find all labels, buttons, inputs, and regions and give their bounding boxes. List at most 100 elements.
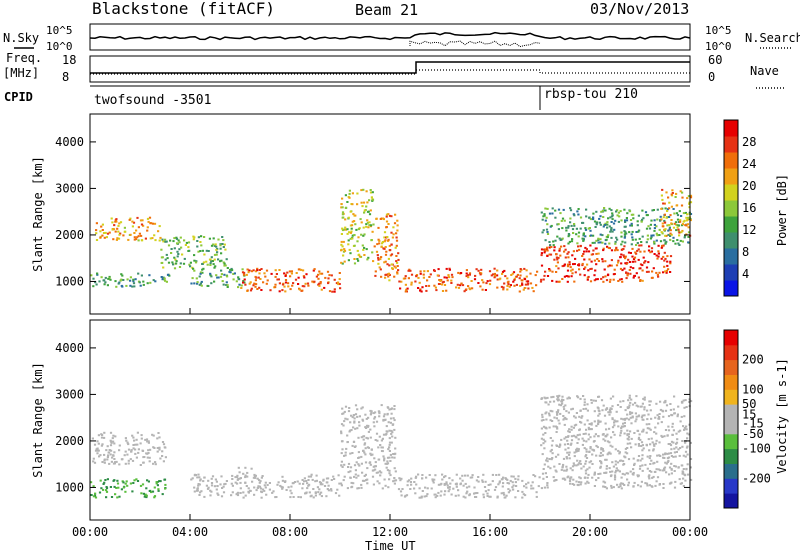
power-cell: [609, 278, 612, 281]
velocity-cell: [131, 490, 134, 493]
velocity-cell: [682, 468, 685, 470]
velocity-cell: [139, 442, 142, 445]
velocity-cell: [203, 495, 206, 498]
velocity-cell: [360, 436, 363, 439]
velocity-cell: [631, 403, 635, 406]
velocity-cell: [369, 463, 372, 466]
power-cell: [333, 278, 336, 281]
velocity-cell: [649, 409, 652, 412]
power-cell: [617, 280, 620, 282]
velocity-cell: [561, 402, 564, 405]
freq-label-line2: [MHz]: [3, 66, 39, 80]
velocity-cell: [644, 482, 647, 485]
velocity-cell: [506, 482, 509, 484]
velocity-cell: [685, 425, 688, 428]
power-cell: [395, 255, 398, 257]
velocity-cell: [562, 457, 566, 460]
velocity-cell: [336, 488, 339, 491]
power-cell: [138, 232, 141, 235]
power-cell: [568, 261, 571, 264]
power-cell: [222, 283, 225, 286]
power-cell: [283, 272, 286, 275]
velocity-cell: [498, 480, 501, 483]
power-cell: [177, 239, 180, 242]
power-cell: [450, 279, 453, 282]
power-cell: [319, 282, 322, 285]
velocity-cell: [568, 451, 571, 454]
velocity-cell: [141, 449, 144, 452]
power-cell: [687, 195, 690, 198]
power-cell: [298, 288, 301, 291]
power-cell: [658, 271, 661, 274]
velocity-cell: [443, 482, 446, 485]
velocity-cell: [491, 480, 494, 483]
velocity-colorbar-segment: [724, 404, 738, 420]
power-cell: [655, 232, 658, 235]
power-cell: [653, 219, 656, 222]
power-cell: [572, 232, 575, 234]
power-cell: [201, 249, 204, 252]
power-cell: [173, 267, 177, 270]
velocity-cell: [349, 470, 352, 473]
velocity-cell: [653, 461, 656, 464]
power-colorbar-frame: [723, 119, 739, 297]
velocity-cell: [457, 494, 460, 497]
velocity-cell: [126, 441, 129, 444]
velocity-cell: [388, 450, 391, 452]
velocity-cell: [544, 397, 547, 400]
power-cell: [317, 277, 320, 280]
velocity-cell: [507, 491, 510, 494]
velocity-cell: [337, 474, 340, 477]
power-cell: [546, 246, 549, 249]
power-cell: [589, 268, 592, 270]
velocity-cell: [678, 478, 681, 481]
velocity-cell: [686, 445, 689, 448]
power-cell: [387, 223, 390, 225]
power-cell: [615, 246, 618, 249]
power-cell: [681, 224, 684, 227]
velocity-cell: [258, 479, 261, 482]
power-cell: [380, 256, 383, 259]
power-cell: [167, 261, 171, 264]
power-cell: [565, 229, 568, 232]
power-cell: [402, 277, 405, 280]
velocity-cell: [661, 410, 665, 413]
velocity-cell: [553, 416, 556, 419]
velocity-cell: [231, 474, 234, 477]
power-cell: [678, 231, 681, 234]
velocity-cell: [110, 460, 113, 463]
velocity-cell: [582, 439, 585, 442]
velocity-cell: [303, 480, 306, 483]
velocity-cell: [197, 484, 200, 487]
power-cell: [112, 238, 115, 241]
power-cell: [553, 258, 556, 261]
power-cell: [593, 241, 596, 244]
power-cell: [614, 242, 617, 245]
power-cell: [620, 253, 623, 256]
power-cell: [607, 265, 610, 268]
power-cell: [602, 247, 605, 250]
power-cell: [610, 264, 613, 267]
power-cell: [192, 238, 195, 241]
power-cell: [584, 227, 587, 230]
power-cell: [627, 258, 630, 261]
power-cell: [423, 270, 426, 273]
power-cell: [637, 276, 640, 279]
power-cell: [668, 216, 671, 218]
power-colorbar-tick: 20: [742, 179, 756, 193]
power-cell: [634, 251, 637, 254]
power-cell: [551, 270, 554, 273]
power-cell: [527, 280, 530, 283]
velocity-cell: [367, 416, 370, 419]
velocity-cell: [612, 465, 615, 468]
velocity-cell: [563, 408, 566, 411]
power-cell: [508, 285, 511, 288]
power-cell: [641, 209, 644, 212]
velocity-cell: [164, 487, 167, 490]
power-colorbar-segment: [724, 232, 738, 249]
velocity-cell: [113, 442, 116, 445]
power-cell: [668, 226, 671, 229]
velocity-cell: [318, 488, 321, 491]
velocity-cell: [143, 495, 146, 498]
velocity-cell: [597, 473, 600, 475]
